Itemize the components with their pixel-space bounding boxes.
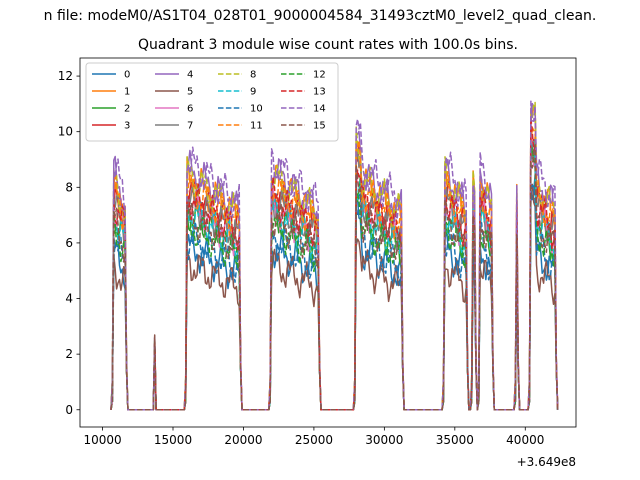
legend-label: 3 bbox=[124, 121, 130, 132]
x-tick-label: 10000 bbox=[83, 433, 121, 447]
y-tick-label: 4 bbox=[65, 292, 73, 306]
legend-label: 4 bbox=[187, 70, 193, 81]
x-tick-label: 15000 bbox=[154, 433, 192, 447]
x-tick-label: 20000 bbox=[224, 433, 262, 447]
legend-frame bbox=[85, 62, 339, 142]
legend-label: 11 bbox=[250, 121, 263, 132]
legend-label: 0 bbox=[124, 70, 130, 81]
x-axis-offset-label: +3.649e8 bbox=[517, 455, 576, 469]
series-line-15 bbox=[110, 143, 559, 411]
x-tick-label: 25000 bbox=[295, 433, 333, 447]
legend-label: 5 bbox=[187, 87, 193, 98]
legend-label: 7 bbox=[187, 121, 193, 132]
legend-label: 8 bbox=[250, 70, 256, 81]
legend-label: 13 bbox=[313, 87, 326, 98]
y-tick-label: 10 bbox=[58, 125, 73, 139]
legend-label: 9 bbox=[250, 87, 256, 98]
x-axis: 10000 15000 20000 25000 30000 35000 40000 bbox=[83, 427, 544, 447]
legend-label: 12 bbox=[313, 70, 326, 81]
series-layer bbox=[110, 100, 559, 411]
legend-label: 14 bbox=[313, 104, 326, 115]
y-tick-label: 12 bbox=[58, 69, 73, 83]
legend-label: 1 bbox=[124, 87, 130, 98]
x-tick-label: 30000 bbox=[365, 433, 403, 447]
legend-label: 15 bbox=[313, 121, 326, 132]
legend-label: 6 bbox=[187, 104, 193, 115]
plot-area-frame bbox=[79, 57, 577, 428]
x-tick-label: 35000 bbox=[436, 433, 474, 447]
y-tick-label: 6 bbox=[65, 236, 73, 250]
x-tick-label: 40000 bbox=[506, 433, 544, 447]
y-tick-label: 8 bbox=[65, 180, 73, 194]
legend-label: 2 bbox=[124, 104, 130, 115]
y-axis: 0 2 4 6 8 10 12 bbox=[58, 69, 80, 417]
y-tick-label: 0 bbox=[65, 403, 73, 417]
y-tick-label: 2 bbox=[65, 347, 73, 361]
chart-title: Quadrant 3 module wise count rates with … bbox=[138, 37, 518, 53]
legend-label: 10 bbox=[250, 104, 263, 115]
figure-suptitle: n file: modeM0/AS1T04_028T01_9000004584_… bbox=[44, 8, 597, 24]
